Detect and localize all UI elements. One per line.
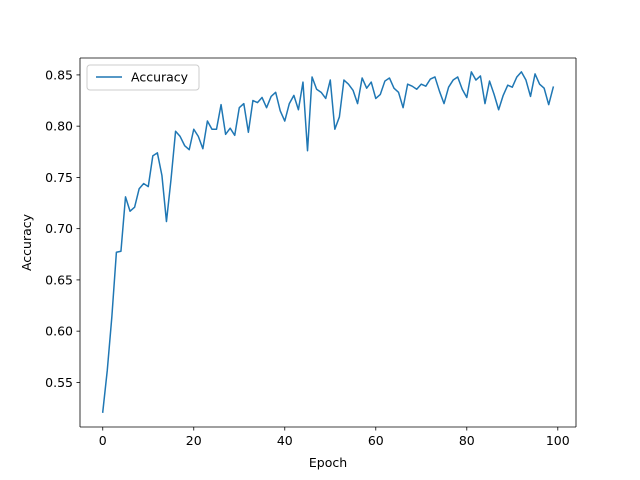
x-tick-label: 100 [546, 433, 570, 448]
legend-frame [86, 64, 200, 91]
axis-ticks: 0 20 40 60 80 100 0.55 0.60 0.65 0.70 0.75 0.80 0.85 [45, 67, 570, 448]
x-tick-label: 40 [277, 433, 293, 448]
y-tick-label: 0.85 [45, 67, 73, 82]
plot-area [80, 58, 576, 427]
y-tick-label: 0.55 [45, 375, 73, 390]
y-tick-label: 0.80 [45, 119, 73, 134]
x-axis-label: Epoch [309, 455, 347, 470]
x-tick-label: 20 [186, 433, 202, 448]
y-tick-label: 0.75 [45, 170, 73, 185]
accuracy-series-line [101, 71, 555, 413]
x-tick-label: 0 [99, 433, 107, 448]
y-tick-label: 0.70 [45, 221, 73, 236]
x-tick-label: 80 [459, 433, 475, 448]
y-tick-label: 0.60 [45, 324, 73, 339]
series-points [102, 71, 554, 413]
y-tick-label: 0.65 [45, 272, 73, 287]
legend-entry-accuracy: Accuracy [131, 70, 189, 85]
legend: Accuracy [86, 64, 200, 91]
axes-spines [79, 57, 577, 428]
y-axis-label: Accuracy [19, 213, 34, 271]
x-tick-label: 60 [368, 433, 384, 448]
